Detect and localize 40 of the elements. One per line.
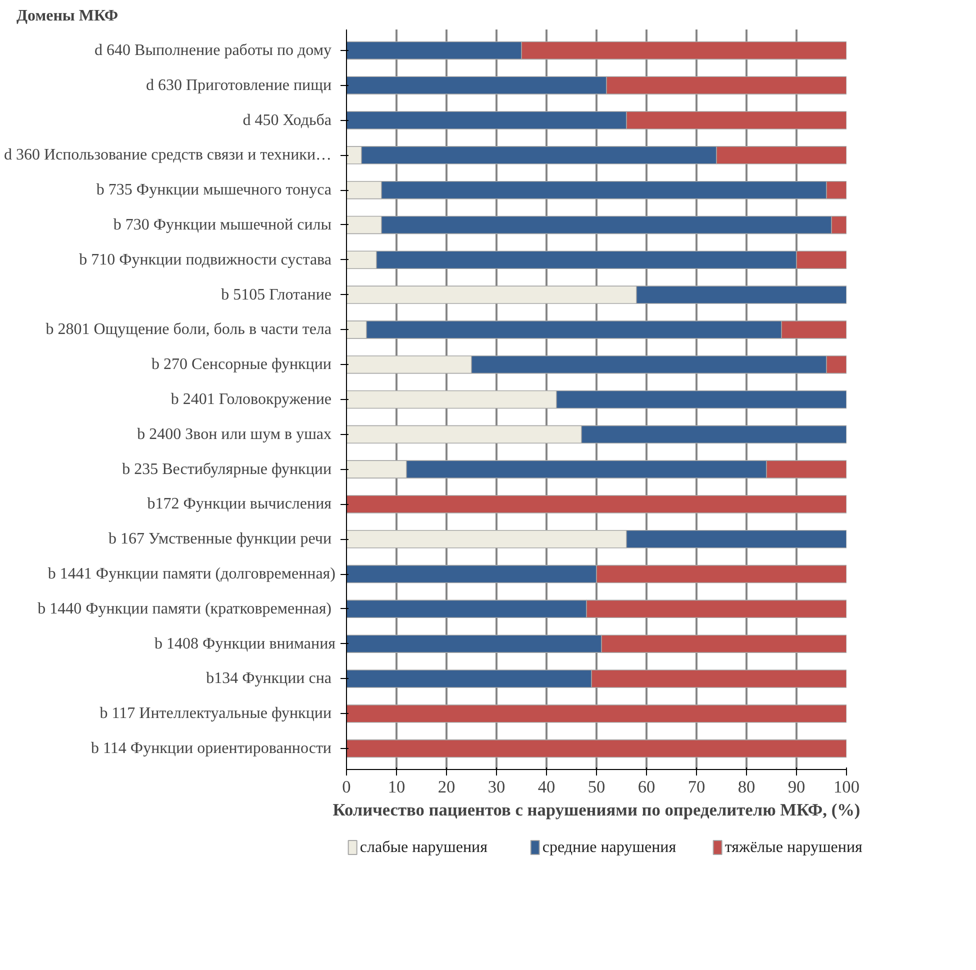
- y-tick-label: b134 Функции сна: [206, 670, 332, 688]
- y-tick-label: b 5105 Глотание: [221, 286, 332, 304]
- y-tick-label: b 114 Функции ориентированности: [91, 740, 332, 758]
- y-tick-label: b 2401 Головокружение: [170, 391, 332, 408]
- y-tick-label: b 1441 Функции памяти (долговременная): [48, 566, 336, 583]
- legend-label: слабые нарушения: [360, 839, 488, 856]
- y-tick-label: b 2801 Ощущение боли, боль в части тела: [46, 321, 332, 338]
- y-axis-title: Домены МКФ: [16, 8, 118, 24]
- x-tick-label: 80: [738, 778, 756, 796]
- y-tick-label: b 730 Функции мышечной силы: [113, 216, 332, 234]
- y-tick-label: b 2400 Звон или шум в ушах: [137, 426, 332, 443]
- y-tick-label: d 450 Ходьба: [242, 112, 332, 129]
- x-axis-title: Количество пациентов с нарушениями по определителю МКФ, (%): [332, 800, 860, 820]
- y-tick-label: d 630 Приготовление пищи: [146, 76, 332, 94]
- y-tick-label: b 735 Функции мышечного тонуса: [96, 182, 332, 199]
- x-tick-label: 30: [488, 778, 506, 796]
- y-tick-label: b 117 Интеллектуальные функции: [100, 705, 332, 722]
- legend-label: тяжёлые нарушения: [724, 839, 864, 856]
- x-tick-label: 50: [588, 778, 606, 796]
- y-tick-label: d 640 Выполнение работы по дому: [94, 42, 332, 59]
- bar: [346, 495, 846, 514]
- y-tick-label: d 360 Использование средств связи и техники…: [4, 146, 332, 164]
- y-tick-label: b 167 Умственные функции речи: [108, 530, 332, 548]
- y-tick-label: b 710 Функции подвижности сустава: [79, 251, 332, 268]
- y-tick-label: b 1408 Функции внимания: [154, 635, 336, 652]
- y-tick-label: b 235 Вестибулярные функции: [122, 460, 332, 478]
- y-tick-label: b 270 Сенсорные функции: [151, 356, 332, 374]
- bar: [346, 739, 846, 758]
- y-tick-label: b 1440 Функции памяти (кратковременная): [38, 600, 332, 618]
- bar: [346, 704, 846, 723]
- x-tick-label: 90: [788, 778, 806, 796]
- legend-label: средние нарушения: [542, 839, 677, 856]
- x-tick-label: 100: [834, 778, 860, 796]
- x-tick-label: 70: [688, 778, 706, 796]
- y-tick-label: b172 Функции вычисления: [147, 496, 332, 513]
- x-tick-label: 0: [342, 778, 351, 796]
- x-tick-label: 40: [538, 778, 556, 796]
- x-tick-label: 20: [438, 778, 456, 796]
- x-tick-label: 60: [638, 778, 656, 796]
- x-tick-label: 10: [388, 778, 406, 796]
